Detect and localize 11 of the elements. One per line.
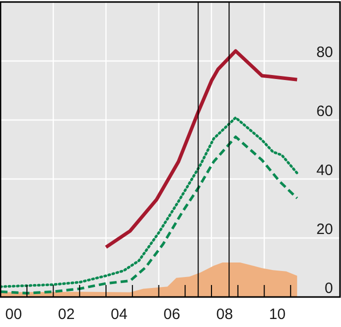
y-tick-label: 20	[316, 221, 333, 238]
y-tick-label: 0	[324, 280, 333, 297]
x-tick-label: 08	[216, 306, 233, 323]
y-tick-label: 40	[316, 162, 333, 179]
x-tick-label: 00	[5, 306, 22, 323]
y-tick-label: 60	[316, 103, 333, 120]
x-tick-label: 10	[268, 306, 286, 323]
y-tick-label: 80	[316, 44, 333, 61]
x-tick-label: 06	[163, 306, 180, 323]
x-tick-label: 04	[110, 306, 128, 323]
x-tick-label: 02	[58, 306, 75, 323]
